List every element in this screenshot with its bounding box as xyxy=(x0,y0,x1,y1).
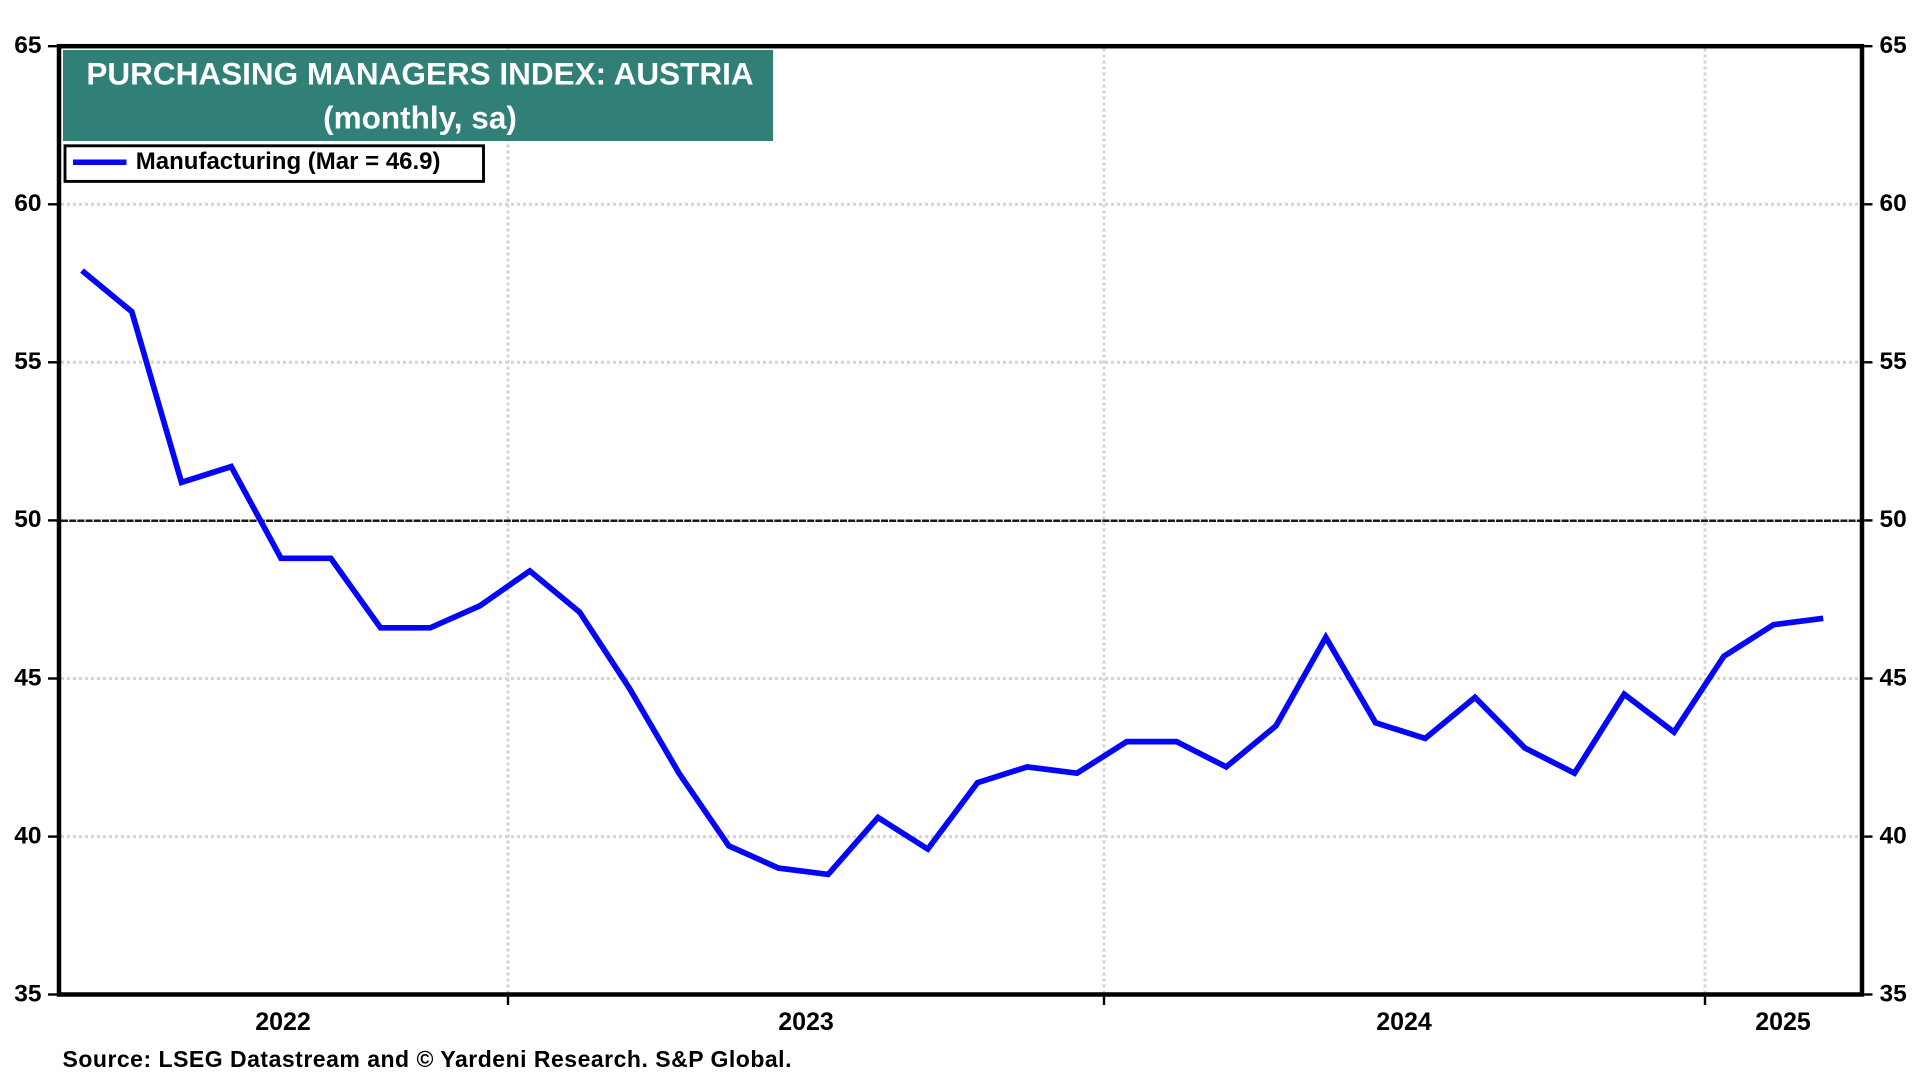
svg-text:40: 40 xyxy=(14,822,41,849)
svg-text:2023: 2023 xyxy=(778,1008,834,1036)
svg-text:Manufacturing (Mar = 46.9): Manufacturing (Mar = 46.9) xyxy=(136,148,441,175)
svg-text:50: 50 xyxy=(14,506,41,533)
svg-text:50: 50 xyxy=(1880,506,1907,533)
svg-text:40: 40 xyxy=(1880,822,1907,849)
svg-text:45: 45 xyxy=(14,664,41,691)
svg-text:45: 45 xyxy=(1880,664,1907,691)
svg-text:2022: 2022 xyxy=(255,1008,311,1036)
svg-text:65: 65 xyxy=(1880,32,1907,59)
svg-text:2024: 2024 xyxy=(1376,1008,1432,1036)
svg-text:55: 55 xyxy=(1880,348,1907,375)
svg-text:60: 60 xyxy=(14,190,41,217)
svg-text:60: 60 xyxy=(1880,190,1907,217)
svg-text:35: 35 xyxy=(14,980,41,1007)
svg-text:PURCHASING MANAGERS INDEX: AUS: PURCHASING MANAGERS INDEX: AUSTRIA xyxy=(86,55,753,91)
svg-text:65: 65 xyxy=(14,32,41,59)
svg-text:Source: LSEG Datastream and ©: Source: LSEG Datastream and © Yardeni Re… xyxy=(63,1046,792,1072)
svg-text:55: 55 xyxy=(14,348,41,375)
svg-text:(monthly, sa): (monthly, sa) xyxy=(323,99,517,135)
svg-text:2025: 2025 xyxy=(1755,1008,1811,1036)
svg-text:35: 35 xyxy=(1880,980,1907,1007)
